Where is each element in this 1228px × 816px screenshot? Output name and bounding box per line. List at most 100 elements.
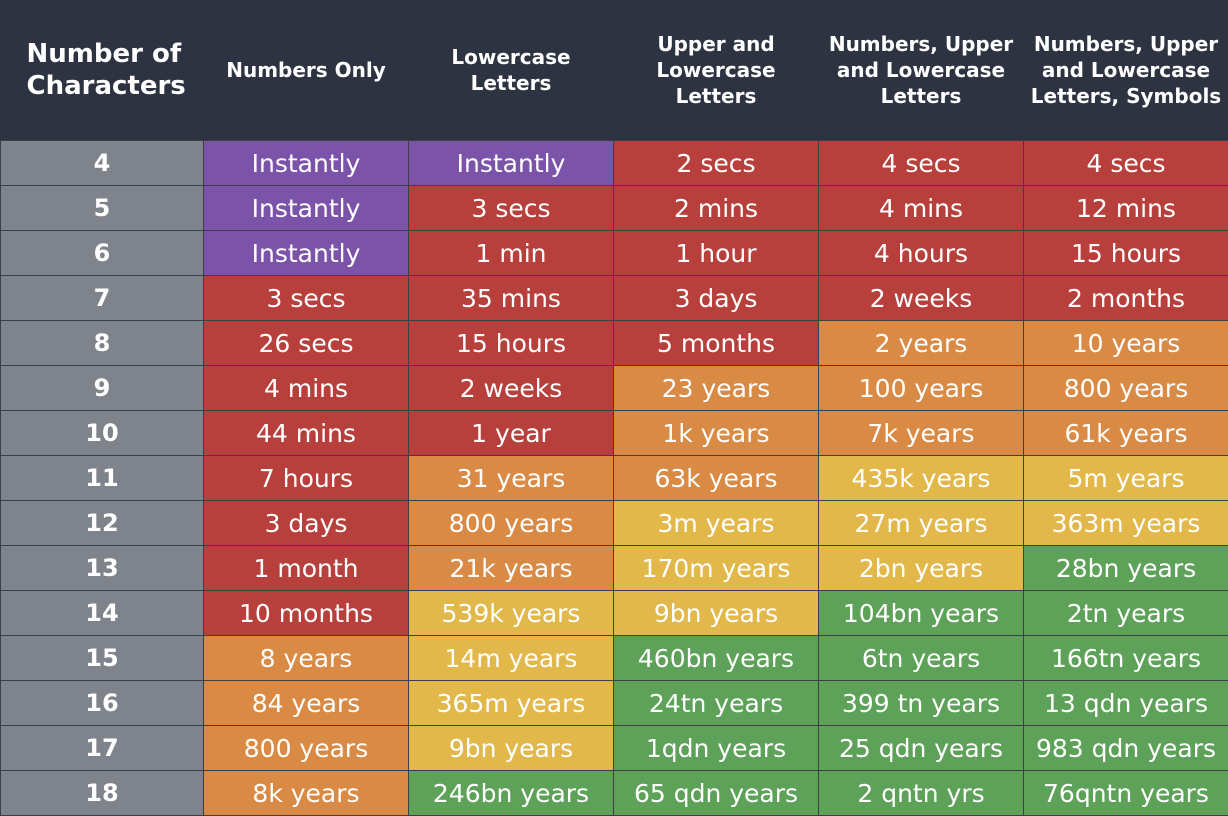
cell: 15 hours (409, 321, 614, 366)
cell: 7 hours (204, 456, 409, 501)
cell: 363m years (1024, 501, 1228, 546)
cell: 2 weeks (409, 366, 614, 411)
row-label: 18 (1, 771, 204, 816)
cell: 4 hours (819, 231, 1024, 276)
cell: 44 mins (204, 411, 409, 456)
row-label: 7 (1, 276, 204, 321)
row-label: 15 (1, 636, 204, 681)
cell: 23 years (614, 366, 819, 411)
cell: 1 hour (614, 231, 819, 276)
cell: 539k years (409, 591, 614, 636)
cell: 24tn years (614, 681, 819, 726)
row-label: 10 (1, 411, 204, 456)
row-label: 8 (1, 321, 204, 366)
cell: 2 weeks (819, 276, 1024, 321)
cell: 4 secs (819, 141, 1024, 186)
cell: 170m years (614, 546, 819, 591)
cell: Instantly (204, 141, 409, 186)
cell: 25 qdn years (819, 726, 1024, 771)
cell: 1 min (409, 231, 614, 276)
row-label: 17 (1, 726, 204, 771)
cell: 2tn years (1024, 591, 1228, 636)
cell: 9bn years (409, 726, 614, 771)
cell: 14m years (409, 636, 614, 681)
cell: 2 years (819, 321, 1024, 366)
cell: 8k years (204, 771, 409, 816)
cell: 35 mins (409, 276, 614, 321)
column-header: Number of Characters (1, 0, 204, 141)
cell: 460bn years (614, 636, 819, 681)
cell: 800 years (204, 726, 409, 771)
cell: 2 mins (614, 186, 819, 231)
row-label: 6 (1, 231, 204, 276)
row-label: 14 (1, 591, 204, 636)
cell: 5 months (614, 321, 819, 366)
cell: 6tn years (819, 636, 1024, 681)
cell: 10 months (204, 591, 409, 636)
cell: Instantly (204, 231, 409, 276)
column-header: Lowercase Letters (409, 0, 614, 141)
row-label: 12 (1, 501, 204, 546)
cell: 15 hours (1024, 231, 1228, 276)
cell: 435k years (819, 456, 1024, 501)
cell: 4 mins (819, 186, 1024, 231)
column-header: Upper and Lowercase Letters (614, 0, 819, 141)
cell: 3 secs (204, 276, 409, 321)
cell: 246bn years (409, 771, 614, 816)
row-label: 13 (1, 546, 204, 591)
row-label: 5 (1, 186, 204, 231)
cell: 2 secs (614, 141, 819, 186)
cell: 5m years (1024, 456, 1228, 501)
cell: 3 days (614, 276, 819, 321)
cell: Instantly (409, 141, 614, 186)
cell: 2bn years (819, 546, 1024, 591)
cell: 65 qdn years (614, 771, 819, 816)
cell: 800 years (1024, 366, 1228, 411)
cell: 166tn years (1024, 636, 1228, 681)
cell: 7k years (819, 411, 1024, 456)
cell: 76qntn years (1024, 771, 1228, 816)
cell: 1 year (409, 411, 614, 456)
cell: 31 years (409, 456, 614, 501)
cell: 4 mins (204, 366, 409, 411)
cell: Instantly (204, 186, 409, 231)
column-header: Numbers, Upper and Lowercase Letters, Sy… (1024, 0, 1228, 141)
cell: 4 secs (1024, 141, 1228, 186)
row-label: 4 (1, 141, 204, 186)
cell: 100 years (819, 366, 1024, 411)
cell: 2 qntn yrs (819, 771, 1024, 816)
cell: 26 secs (204, 321, 409, 366)
cell: 61k years (1024, 411, 1228, 456)
cell: 1k years (614, 411, 819, 456)
cell: 2 months (1024, 276, 1228, 321)
row-label: 16 (1, 681, 204, 726)
cell: 21k years (409, 546, 614, 591)
cell: 84 years (204, 681, 409, 726)
cell: 800 years (409, 501, 614, 546)
cell: 27m years (819, 501, 1024, 546)
column-header: Numbers Only (204, 0, 409, 141)
column-header: Numbers, Upper and Lowercase Letters (819, 0, 1024, 141)
cell: 365m years (409, 681, 614, 726)
cell: 28bn years (1024, 546, 1228, 591)
cell: 3 secs (409, 186, 614, 231)
cell: 1qdn years (614, 726, 819, 771)
cell: 399 tn years (819, 681, 1024, 726)
cell: 9bn years (614, 591, 819, 636)
